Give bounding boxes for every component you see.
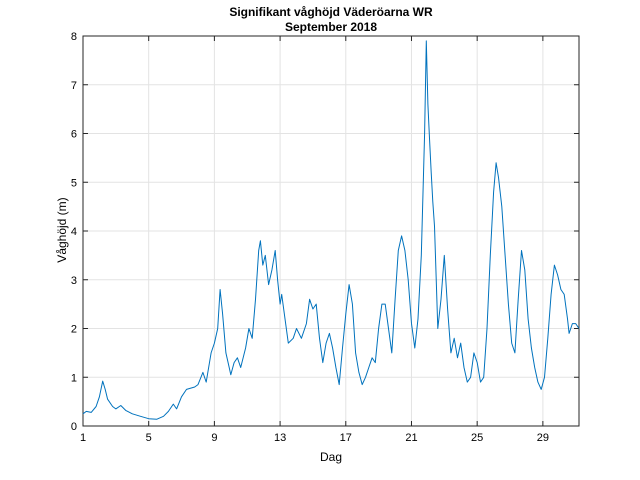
x-tick-label: 9 (211, 432, 217, 444)
y-tick-label: 4 (71, 226, 77, 238)
y-tick-label: 7 (71, 80, 77, 92)
x-axis-label: Dag (320, 450, 342, 464)
x-tick-label: 13 (274, 432, 286, 444)
x-tick-label: 29 (537, 432, 549, 444)
y-tick-label: 8 (71, 31, 77, 43)
chart-subtitle: September 2018 (285, 20, 377, 34)
x-tick-label: 1 (80, 432, 86, 444)
y-tick-label: 5 (71, 177, 77, 189)
x-tick-label: 17 (340, 432, 352, 444)
x-tick-label: 5 (146, 432, 152, 444)
series-group (82, 40, 580, 420)
y-tick-label: 1 (71, 372, 77, 384)
y-tick-label: 6 (71, 129, 77, 141)
x-tick-label: 21 (405, 432, 417, 444)
y-tick-label: 0 (71, 421, 77, 433)
y-tick-label: 3 (71, 275, 77, 287)
series-line (82, 40, 580, 420)
chart-title: Signifikant våghöjd Väderöarna WR (229, 5, 433, 19)
y-axis-label: Våghöjd (m) (55, 197, 69, 262)
x-tick-label: 25 (471, 432, 483, 444)
y-tick-label: 2 (71, 324, 77, 336)
